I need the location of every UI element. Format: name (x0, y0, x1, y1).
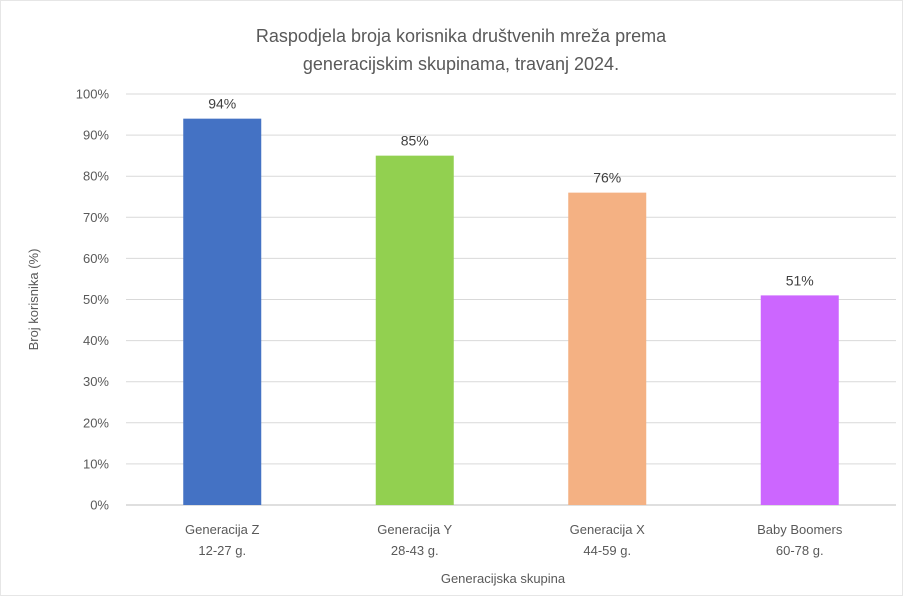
x-tick-label: Baby Boomers (757, 522, 843, 537)
x-tick-label: Generacija X (570, 522, 645, 537)
y-axis-title: Broj korisnika (%) (26, 249, 41, 351)
y-tick-label: 50% (83, 292, 109, 307)
x-tick-sublabel: 28-43 g. (391, 543, 439, 558)
chart-title-line-1: Raspodjela broja korisnika društvenih mr… (255, 26, 667, 46)
x-tick-sublabel: 60-78 g. (776, 543, 824, 558)
x-tick-sublabel: 44-59 g. (583, 543, 631, 558)
x-tick-label: Generacija Y (377, 522, 452, 537)
y-tick-label: 60% (83, 251, 109, 266)
y-tick-label: 40% (83, 333, 109, 348)
data-label: 85% (401, 133, 429, 149)
bar (568, 192, 647, 505)
y-tick-label: 10% (83, 456, 109, 471)
bar (760, 295, 839, 505)
y-tick-label: 100% (76, 87, 110, 102)
x-tick-sublabel: 12-27 g. (198, 543, 246, 558)
y-tick-label: 20% (83, 415, 109, 430)
data-label: 51% (786, 272, 814, 288)
y-tick-label: 0% (90, 498, 109, 513)
data-label: 76% (593, 170, 621, 186)
y-tick-label: 30% (83, 374, 109, 389)
x-tick-label: Generacija Z (185, 522, 259, 537)
y-tick-label: 90% (83, 128, 109, 143)
chart-title-line-2: generacijskim skupinama, travanj 2024. (302, 54, 620, 74)
bar (183, 118, 262, 505)
y-tick-label: 70% (83, 210, 109, 225)
x-axis-title: Generacijska skupina (441, 571, 566, 586)
bar (375, 155, 454, 505)
data-label: 94% (208, 96, 236, 112)
y-tick-label: 80% (83, 169, 109, 184)
